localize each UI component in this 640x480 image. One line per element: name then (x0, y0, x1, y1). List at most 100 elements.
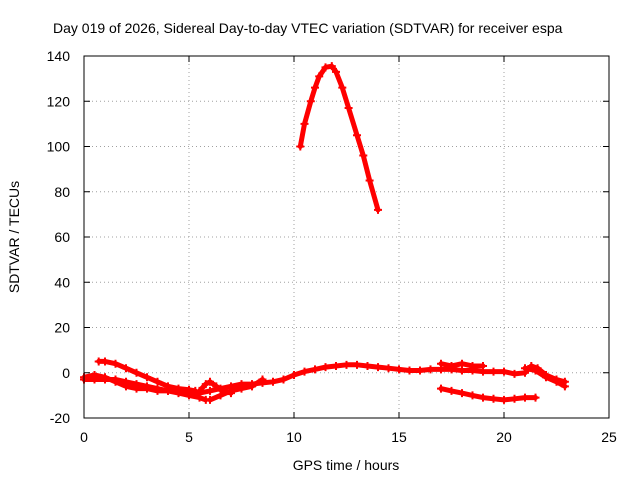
y-tick-label: 80 (54, 184, 70, 200)
data-point (153, 377, 162, 386)
data-point (510, 369, 519, 378)
data-point (489, 394, 498, 403)
data-point (426, 365, 435, 374)
data-point (500, 367, 508, 376)
ticks (83, 55, 610, 419)
data-point (300, 367, 309, 376)
data-point (374, 205, 382, 214)
data-point (122, 364, 130, 373)
data-point (143, 373, 151, 382)
x-tick-label: 10 (286, 429, 302, 445)
y-tick-label: -20 (50, 410, 70, 426)
data-point (542, 373, 550, 382)
y-tick-label: 0 (62, 365, 70, 381)
y-tick-label: 140 (47, 48, 71, 64)
data-point (458, 389, 466, 398)
data-point (279, 375, 288, 384)
data-point (122, 382, 130, 391)
data-point (342, 360, 351, 369)
data-point (405, 366, 414, 375)
data-point (206, 377, 214, 386)
grid (84, 56, 609, 418)
data-point (510, 394, 519, 403)
tick-labels: 0 5 10 15 20 25 -20 0 20 40 60 80 100 120 140 (47, 48, 617, 445)
data-point (206, 386, 214, 395)
data-point (143, 384, 151, 393)
chart-title: Day 019 of 2026, Sidereal Day-to-day VTE… (53, 20, 563, 36)
y-tick-label: 20 (54, 320, 70, 336)
data-point (290, 371, 298, 380)
data-point (468, 361, 477, 370)
data-point (185, 391, 193, 400)
data-point (311, 83, 319, 92)
data-point (447, 386, 456, 395)
data-point (300, 119, 309, 128)
data-point (206, 395, 214, 404)
data-point (164, 386, 172, 395)
data-point (332, 67, 340, 76)
data-point (479, 361, 487, 370)
data-point (101, 357, 109, 366)
data-point (195, 393, 204, 402)
data-point (458, 366, 466, 375)
y-tick-label: 60 (54, 229, 70, 245)
data-point (489, 367, 498, 376)
data-point (311, 365, 319, 374)
data-point (327, 62, 336, 71)
data-point (153, 386, 162, 395)
data-point (111, 359, 120, 368)
x-tick-label: 20 (496, 429, 512, 445)
data-point (258, 375, 267, 384)
data-point (531, 393, 540, 402)
data-point (416, 366, 424, 375)
data-point (212, 382, 221, 391)
data-point (384, 364, 393, 373)
data-point (248, 382, 256, 391)
data-point (447, 361, 456, 370)
data-point (479, 393, 487, 402)
data-point (365, 176, 374, 185)
data-point (531, 366, 540, 375)
data-point (458, 359, 466, 368)
data-point (437, 359, 445, 368)
y-tick-label: 40 (54, 274, 70, 290)
y-tick-label: 100 (47, 139, 71, 155)
x-tick-label: 25 (601, 429, 617, 445)
data-point (201, 380, 210, 389)
y-axis-title: SDTVAR / TECUs (6, 181, 22, 293)
data-point (500, 395, 508, 404)
series-track-7 (438, 386, 538, 403)
data-point (353, 360, 361, 369)
data-point (353, 131, 361, 140)
data-point (132, 368, 141, 377)
data-point (269, 377, 277, 386)
data-point (315, 72, 324, 81)
data-point (560, 382, 569, 391)
data-point (132, 384, 141, 393)
data-point (111, 377, 120, 386)
data-point (237, 384, 246, 393)
x-tick-label: 5 (185, 429, 193, 445)
data-point (521, 393, 529, 402)
data-point (216, 391, 225, 400)
data-point (552, 377, 561, 386)
data-point (321, 363, 330, 372)
data-point (321, 63, 330, 72)
x-tick-label: 0 (80, 429, 88, 445)
data-point (174, 389, 183, 398)
data-point (195, 386, 204, 395)
x-axis-title: GPS time / hours (293, 457, 400, 473)
data-point (395, 365, 403, 374)
data-point (374, 363, 382, 372)
data-point (101, 373, 109, 382)
data-point (296, 142, 305, 151)
data-point (306, 97, 315, 106)
series-layer (80, 62, 569, 404)
data-point (90, 371, 99, 380)
data-point (437, 384, 445, 393)
data-point (468, 391, 477, 400)
data-point (521, 364, 529, 373)
x-tick-label: 15 (391, 429, 407, 445)
data-point (332, 361, 340, 370)
